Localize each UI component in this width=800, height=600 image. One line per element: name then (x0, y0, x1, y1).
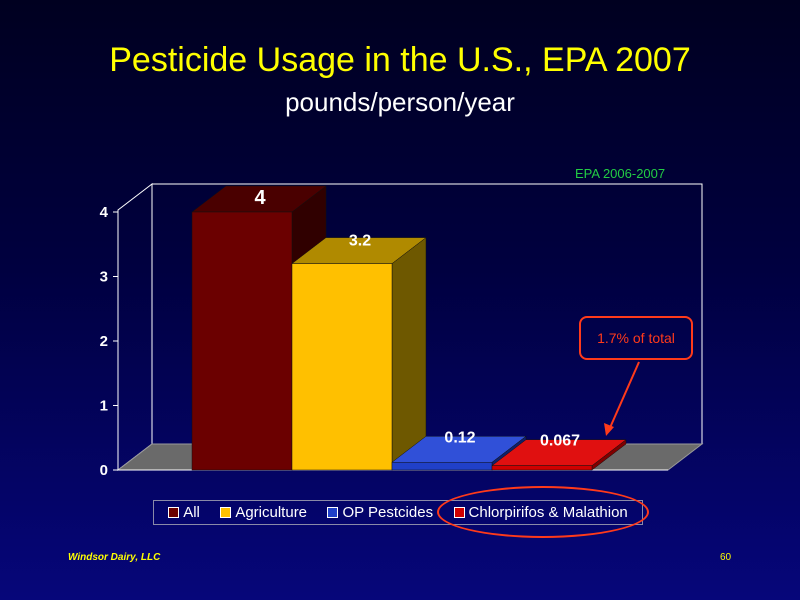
page-number: 60 (720, 552, 732, 563)
callout-box: 1.7% of total (579, 316, 693, 360)
source-note: EPA 2006-2007 (575, 166, 666, 181)
y-tick-label: 4 (100, 204, 109, 221)
y-tick-label: 1 (100, 398, 108, 415)
data-label: 4 (254, 187, 266, 209)
legend-swatch-all (168, 507, 180, 518)
data-label: 0.12 (444, 429, 475, 446)
data-label: 3.2 (349, 233, 371, 250)
highlight-ellipse (437, 486, 649, 538)
legend-item-agriculture: Agriculture (220, 504, 307, 521)
bar-op-pesticides-front (391, 462, 493, 471)
callout-arrow-head (604, 423, 614, 436)
legend-label-op-pesticides: OP Pestcides (342, 504, 434, 521)
y-tick-label: 2 (100, 333, 108, 350)
chart-subtitle: pounds/person/year (285, 87, 515, 117)
legend-label-agriculture: Agriculture (235, 504, 308, 521)
bar-chlorpirifos (491, 439, 627, 471)
legend-item-all: All (168, 504, 200, 521)
bar-agriculture-front (291, 263, 393, 471)
chart-title: Pesticide Usage in the U.S., EPA 2007 (109, 41, 691, 79)
legend-item-op-pesticides: OP Pestcides (327, 504, 433, 521)
left-wall (117, 182, 153, 472)
bar-agriculture-side (391, 237, 427, 471)
legend-swatch-agriculture (220, 507, 232, 518)
legend-swatch-op-pesticides (327, 507, 339, 518)
bar-chlorpirifos-front (491, 465, 593, 471)
data-label: 0.067 (540, 433, 580, 450)
y-tick-label: 3 (100, 269, 108, 286)
bar-all-front (191, 211, 293, 471)
callout-arrow-line (608, 361, 640, 431)
footer-company: Windsor Dairy, LLC (68, 552, 161, 563)
bar-agriculture (291, 237, 427, 471)
legend-label-all: All (183, 504, 200, 521)
y-tick-label: 0 (100, 462, 108, 479)
